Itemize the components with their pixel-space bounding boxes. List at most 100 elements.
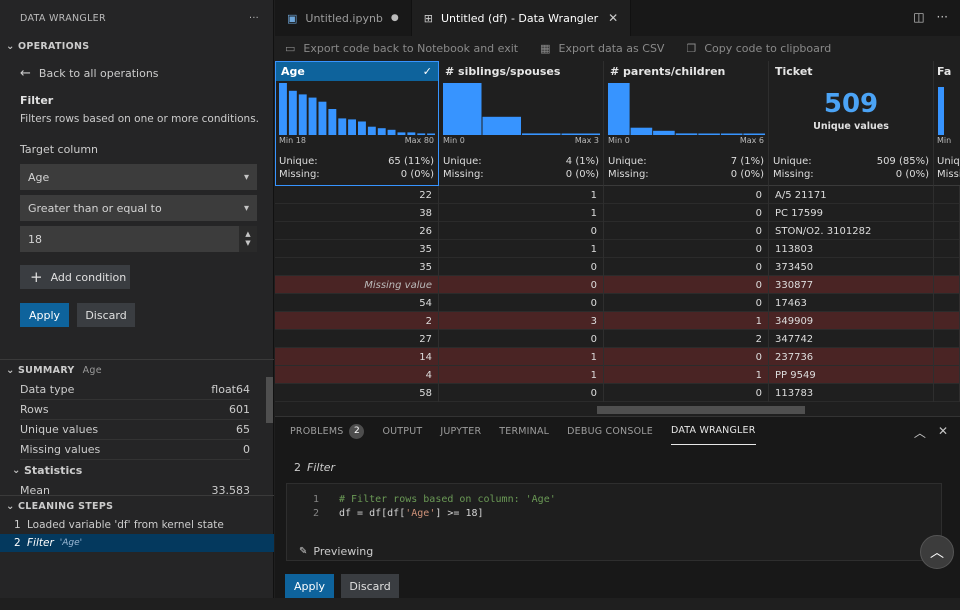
stepper-up-icon[interactable]: ▲	[245, 230, 251, 238]
table-cell[interactable]: 27	[275, 330, 439, 348]
table-cell[interactable]: 1	[439, 186, 604, 204]
table-cell[interactable]: 0	[604, 204, 769, 222]
number-stepper[interactable]: ▲ ▼	[239, 226, 257, 252]
table-cell[interactable]: 0	[439, 276, 604, 294]
column-header-parents[interactable]: # parents/children Min 0 Max 6 Unique: 7 (…	[604, 61, 769, 186]
more-actions-icon[interactable]: ···	[249, 12, 259, 24]
table-cell[interactable]: 0	[439, 330, 604, 348]
table-cell[interactable]	[934, 204, 960, 222]
table-cell[interactable]: 1	[604, 366, 769, 384]
table-cell[interactable]: 35	[275, 258, 439, 276]
table-cell[interactable]	[934, 366, 960, 384]
discard-operation-button[interactable]: Discard	[77, 303, 135, 327]
table-cell[interactable]: 0	[439, 222, 604, 240]
tab-jupyter[interactable]: JUPYTER	[440, 417, 481, 445]
table-cell[interactable]	[934, 348, 960, 366]
column-header-fare[interactable]: Fa Min Unique Missin	[934, 61, 960, 186]
cleaning-step[interactable]: 1 Loaded variable 'df' from kernel state	[0, 516, 274, 534]
back-to-operations-link[interactable]: ← Back to all operations	[20, 64, 273, 82]
table-cell[interactable]: 26	[275, 222, 439, 240]
operations-section-header[interactable]: ⌄ OPERATIONS	[0, 36, 273, 56]
table-cell[interactable]	[934, 294, 960, 312]
tab-data-wrangler[interactable]: ⊞ Untitled (df) - Data Wrangler ✕	[411, 0, 632, 36]
maximize-panel-icon[interactable]: ︿	[913, 426, 926, 440]
table-cell[interactable]: 0	[604, 348, 769, 366]
table-cell[interactable]: 2	[275, 312, 439, 330]
apply-operation-button[interactable]: Apply	[20, 303, 69, 327]
table-cell[interactable]: 0	[604, 294, 769, 312]
tab-debug-console[interactable]: DEBUG CONSOLE	[567, 417, 653, 445]
column-header-age[interactable]: Age ✓ Min 18 Max 80 Unique: 65 (11%) Missi…	[275, 61, 439, 186]
more-actions-icon[interactable]: ···	[936, 10, 948, 24]
table-row[interactable]: 35 0 0 373450	[275, 258, 960, 276]
table-cell[interactable]: 3	[439, 312, 604, 330]
table-cell[interactable]: 2	[604, 330, 769, 348]
statistics-header[interactable]: ⌄ Statistics	[0, 460, 274, 480]
table-cell[interactable]: 0	[604, 186, 769, 204]
table-cell[interactable]: 22	[275, 186, 439, 204]
table-cell[interactable]: 373450	[769, 258, 934, 276]
column-header-ticket[interactable]: Ticket 509 Unique values Unique: 509 (85%…	[769, 61, 934, 186]
table-cell[interactable]: 0	[604, 258, 769, 276]
table-cell[interactable]	[934, 186, 960, 204]
filter-value-text[interactable]: 18	[20, 226, 239, 252]
discard-code-button[interactable]: Discard	[341, 574, 399, 598]
table-cell[interactable]: 237736	[769, 348, 934, 366]
close-tab-icon[interactable]: ✕	[608, 11, 619, 25]
table-row[interactable]: Missing value 0 0 330877	[275, 276, 960, 294]
table-row[interactable]: 14 1 0 237736	[275, 348, 960, 366]
table-cell[interactable]: 0	[604, 222, 769, 240]
export-to-notebook-button[interactable]: ▭ Export code back to Notebook and exit	[285, 42, 518, 55]
table-cell[interactable]: 113783	[769, 384, 934, 402]
table-cell[interactable]	[934, 330, 960, 348]
table-row[interactable]: 35 1 0 113803	[275, 240, 960, 258]
table-cell[interactable]: 1	[439, 204, 604, 222]
horizontal-scrollbar[interactable]	[597, 406, 805, 414]
table-cell[interactable]	[934, 222, 960, 240]
table-cell[interactable]	[934, 276, 960, 294]
table-cell[interactable]: 0	[439, 258, 604, 276]
table-cell[interactable]: PP 9549	[769, 366, 934, 384]
table-cell[interactable]	[934, 384, 960, 402]
table-cell[interactable]: Missing value	[275, 276, 439, 294]
table-cell[interactable]: 1	[604, 312, 769, 330]
table-row[interactable]: 38 1 0 PC 17599	[275, 204, 960, 222]
copy-code-button[interactable]: ❐ Copy code to clipboard	[686, 42, 831, 55]
scroll-to-top-button[interactable]: ︿	[920, 535, 954, 569]
table-cell[interactable]: 54	[275, 294, 439, 312]
table-cell[interactable]: 4	[275, 366, 439, 384]
tab-problems[interactable]: PROBLEMS 2	[290, 417, 365, 445]
table-cell[interactable]: 14	[275, 348, 439, 366]
table-cell[interactable]: 0	[604, 276, 769, 294]
table-cell[interactable]: 1	[439, 366, 604, 384]
table-cell[interactable]: 1	[439, 240, 604, 258]
modified-dot-icon[interactable]: ●	[390, 13, 399, 23]
target-column-select[interactable]: Age ▾	[20, 164, 257, 190]
table-cell[interactable]	[934, 258, 960, 276]
table-cell[interactable]: 35	[275, 240, 439, 258]
tab-terminal[interactable]: TERMINAL	[499, 417, 549, 445]
table-cell[interactable]: 38	[275, 204, 439, 222]
table-row[interactable]: 22 1 0 A/5 21171	[275, 186, 960, 204]
table-row[interactable]: 4 1 1 PP 9549	[275, 366, 960, 384]
tab-notebook[interactable]: ▣ Untitled.ipynb ●	[275, 0, 412, 36]
table-cell[interactable]: 0	[439, 384, 604, 402]
split-editor-icon[interactable]: ◫	[913, 10, 925, 24]
table-cell[interactable]: 330877	[769, 276, 934, 294]
table-row[interactable]: 26 0 0 STON/O2. 3101282	[275, 222, 960, 240]
stepper-down-icon[interactable]: ▼	[245, 239, 251, 247]
cleaning-step-active[interactable]: 2 Filter 'Age'	[0, 534, 274, 552]
tab-data-wrangler-panel[interactable]: DATA WRANGLER	[670, 417, 756, 445]
table-cell[interactable]: 347742	[769, 330, 934, 348]
cleaning-steps-header[interactable]: ⌄ CLEANING STEPS	[0, 496, 274, 516]
table-row[interactable]: 2 3 1 349909	[275, 312, 960, 330]
table-cell[interactable]	[934, 312, 960, 330]
table-row[interactable]: 58 0 0 113783	[275, 384, 960, 402]
summary-scrollbar[interactable]	[266, 377, 273, 423]
condition-select[interactable]: Greater than or equal to ▾	[20, 195, 257, 221]
close-panel-icon[interactable]: ✕	[937, 424, 948, 438]
table-cell[interactable]: 58	[275, 384, 439, 402]
table-cell[interactable]: 0	[604, 240, 769, 258]
table-cell[interactable]: 0	[439, 294, 604, 312]
apply-code-button[interactable]: Apply	[285, 574, 334, 598]
